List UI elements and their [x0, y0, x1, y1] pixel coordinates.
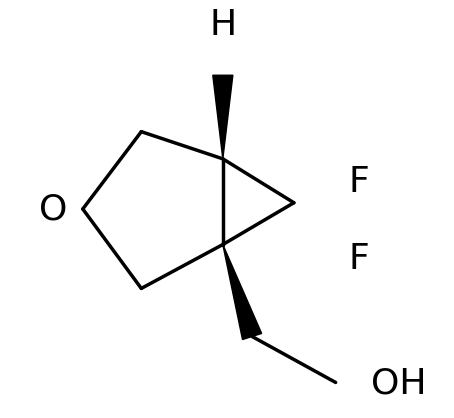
Text: F: F: [348, 242, 369, 276]
Text: O: O: [39, 192, 68, 226]
Text: H: H: [209, 8, 237, 42]
Text: OH: OH: [371, 367, 427, 401]
Text: F: F: [348, 165, 369, 199]
Polygon shape: [223, 245, 262, 339]
Polygon shape: [213, 75, 233, 159]
